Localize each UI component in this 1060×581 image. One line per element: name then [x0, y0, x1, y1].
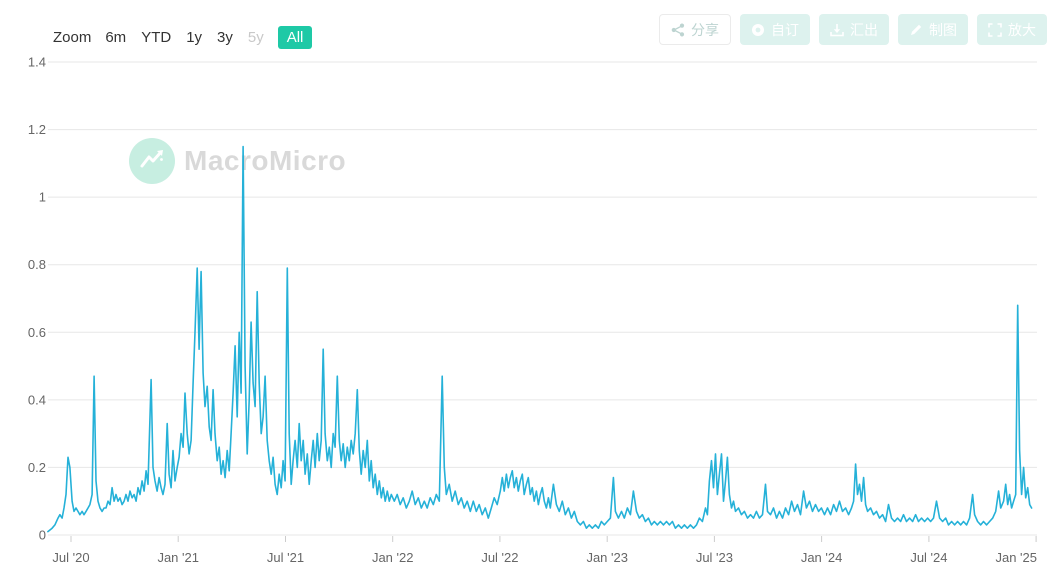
range-ytd[interactable]: YTD — [141, 29, 172, 46]
expand-button[interactable]: 放大 — [977, 14, 1047, 45]
customize-icon — [751, 23, 765, 37]
range-all[interactable]: All — [277, 26, 313, 49]
share-icon — [671, 23, 685, 37]
share-button[interactable]: 分享 — [659, 14, 731, 45]
share-button-label: 分享 — [691, 21, 719, 38]
range-selector: Zoom 6m YTD 1y 3y 5y All — [53, 26, 313, 49]
export-icon — [830, 23, 844, 37]
annotate-button[interactable]: 制图 — [898, 14, 968, 45]
customize-button-label: 自订 — [771, 21, 799, 38]
series-line — [47, 145, 1033, 533]
chart-actions: 分享 自订 汇出 — [659, 14, 1047, 45]
range-5y: 5y — [247, 29, 264, 46]
annotate-button-label: 制图 — [929, 21, 957, 38]
range-1y[interactable]: 1y — [186, 29, 203, 46]
export-button-label: 汇出 — [850, 21, 878, 38]
expand-button-label: 放大 — [1008, 21, 1036, 38]
customize-button[interactable]: 自订 — [740, 14, 810, 45]
range-3y[interactable]: 3y — [217, 29, 233, 46]
zoom-label: Zoom — [53, 29, 92, 46]
expand-icon — [988, 22, 1002, 37]
export-button[interactable]: 汇出 — [819, 14, 889, 45]
annotate-icon — [909, 23, 923, 37]
range-6m[interactable]: 6m — [105, 29, 127, 46]
